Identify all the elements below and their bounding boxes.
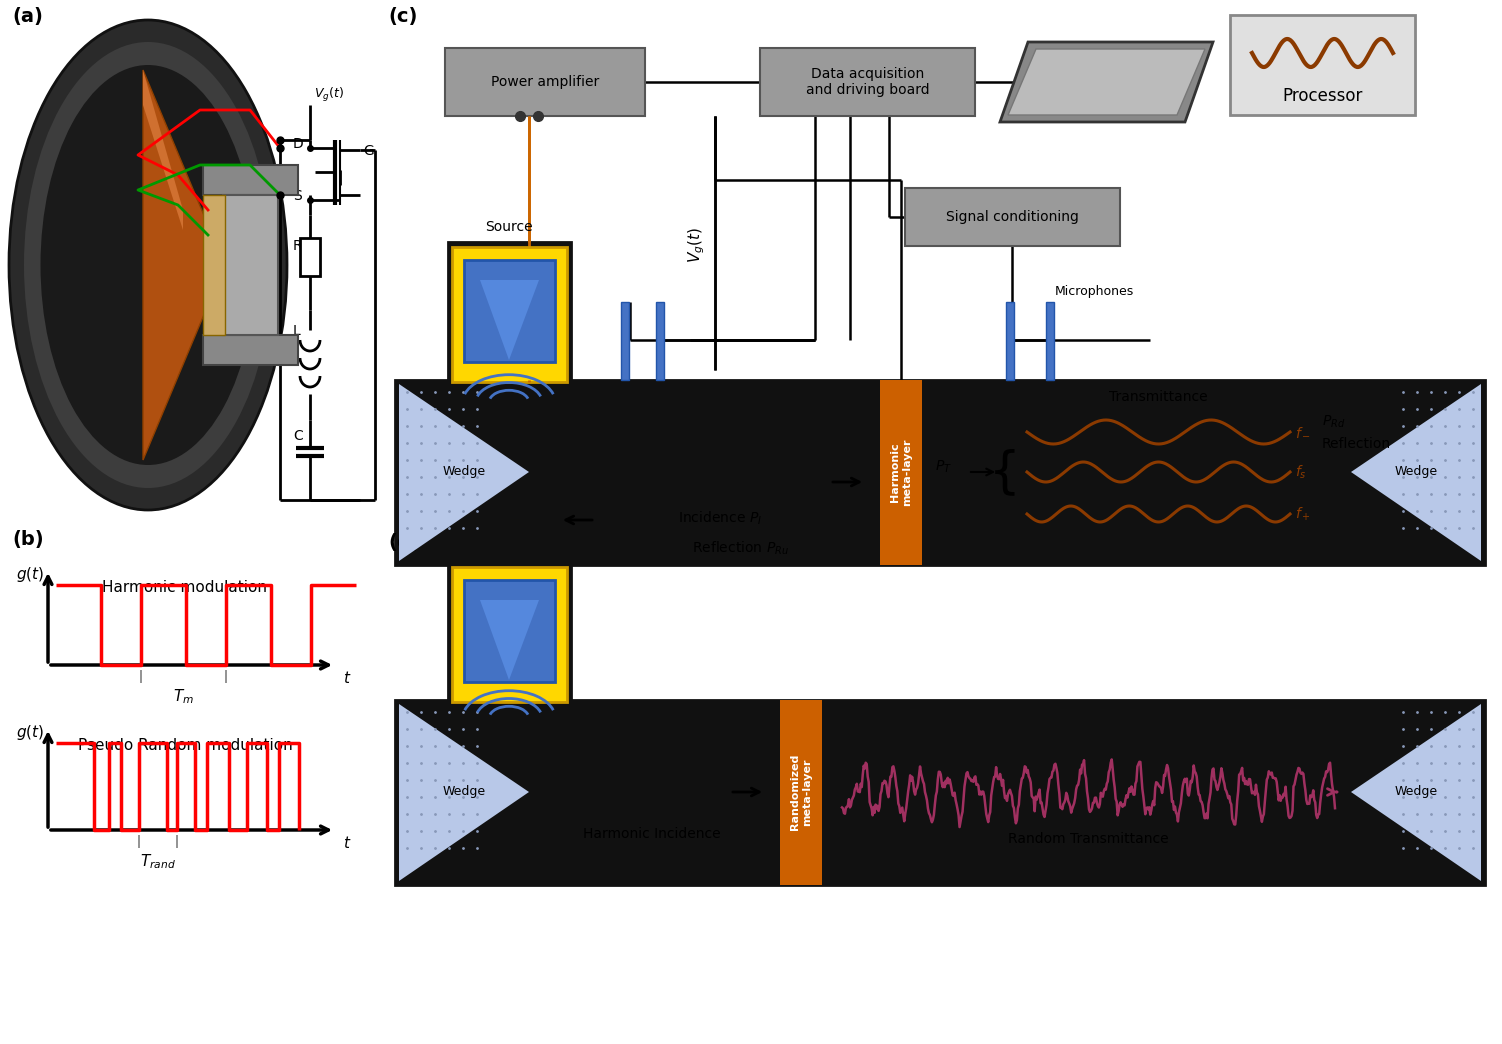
- Text: Harmonic modulation: Harmonic modulation: [102, 580, 267, 595]
- Text: Microphones: Microphones: [1054, 285, 1134, 298]
- Text: (b): (b): [12, 530, 44, 549]
- FancyBboxPatch shape: [222, 195, 278, 335]
- FancyBboxPatch shape: [464, 260, 556, 362]
- Text: Power amplifier: Power amplifier: [491, 75, 599, 89]
- FancyBboxPatch shape: [906, 188, 1120, 246]
- Text: (c): (c): [388, 7, 418, 26]
- Polygon shape: [1008, 49, 1205, 115]
- FancyBboxPatch shape: [203, 335, 297, 365]
- Text: $T_m$: $T_m$: [173, 687, 194, 706]
- Text: (d): (d): [388, 533, 419, 552]
- Text: S: S: [293, 189, 302, 203]
- Text: $t$: $t$: [342, 670, 351, 686]
- Text: (a): (a): [12, 7, 44, 26]
- FancyBboxPatch shape: [1006, 302, 1014, 380]
- Text: $V_g(t)$: $V_g(t)$: [314, 86, 344, 104]
- Text: Randomized
meta-layer: Randomized meta-layer: [790, 754, 811, 830]
- FancyBboxPatch shape: [445, 48, 644, 116]
- Polygon shape: [1350, 384, 1481, 561]
- Text: Wedge: Wedge: [443, 466, 485, 478]
- Text: $f_-$: $f_-$: [1295, 425, 1311, 438]
- Text: Signal conditioning: Signal conditioning: [946, 210, 1078, 224]
- Text: $T_{rand}$: $T_{rand}$: [140, 852, 176, 871]
- Text: Reflection $P_{Ru}$: Reflection $P_{Ru}$: [691, 540, 789, 557]
- FancyBboxPatch shape: [300, 238, 320, 276]
- Text: D: D: [293, 137, 303, 151]
- Ellipse shape: [9, 20, 287, 511]
- Text: $V_g(t)$: $V_g(t)$: [686, 227, 707, 263]
- Text: Harmonic
meta-layer: Harmonic meta-layer: [891, 438, 912, 505]
- Text: L: L: [293, 324, 300, 338]
- Polygon shape: [481, 280, 539, 360]
- FancyBboxPatch shape: [464, 580, 556, 682]
- FancyBboxPatch shape: [203, 165, 297, 195]
- Ellipse shape: [24, 42, 272, 488]
- Text: $g(t)$: $g(t)$: [17, 565, 44, 584]
- Text: $P_T$: $P_T$: [936, 458, 952, 475]
- Text: Transmittance: Transmittance: [1108, 390, 1208, 404]
- FancyBboxPatch shape: [448, 562, 571, 702]
- Polygon shape: [400, 704, 529, 881]
- FancyBboxPatch shape: [620, 302, 629, 380]
- FancyBboxPatch shape: [1045, 302, 1054, 380]
- Text: $P_{Rd}$: $P_{Rd}$: [1322, 413, 1346, 430]
- FancyBboxPatch shape: [880, 380, 922, 565]
- Polygon shape: [143, 70, 183, 230]
- Text: Pseudo Random modulation: Pseudo Random modulation: [78, 738, 293, 753]
- Text: $f_s$: $f_s$: [1295, 464, 1307, 480]
- FancyBboxPatch shape: [1230, 15, 1415, 115]
- Polygon shape: [1000, 42, 1214, 122]
- Text: $f_+$: $f_+$: [1295, 505, 1311, 523]
- Text: Harmonic Incidence: Harmonic Incidence: [583, 827, 721, 841]
- Text: Source: Source: [485, 220, 533, 234]
- FancyBboxPatch shape: [452, 247, 566, 382]
- Polygon shape: [143, 70, 207, 460]
- FancyBboxPatch shape: [452, 567, 566, 702]
- FancyBboxPatch shape: [656, 302, 664, 380]
- Polygon shape: [481, 600, 539, 680]
- Text: $t$: $t$: [342, 835, 351, 851]
- Text: $g(t)$: $g(t)$: [17, 723, 44, 742]
- FancyBboxPatch shape: [203, 195, 225, 335]
- Text: Incidence $P_I$: Incidence $P_I$: [677, 511, 762, 527]
- Text: G: G: [363, 144, 374, 158]
- FancyBboxPatch shape: [395, 699, 1485, 885]
- FancyBboxPatch shape: [760, 48, 975, 116]
- Ellipse shape: [41, 65, 255, 465]
- Text: Reflection: Reflection: [1322, 437, 1391, 451]
- Text: Wedge: Wedge: [443, 785, 485, 799]
- Text: Wedge: Wedge: [1394, 466, 1437, 478]
- FancyBboxPatch shape: [780, 699, 822, 885]
- Polygon shape: [1350, 704, 1481, 881]
- Text: Wedge: Wedge: [1394, 785, 1437, 799]
- Text: R: R: [293, 239, 302, 253]
- Polygon shape: [400, 384, 529, 561]
- Text: Data acquisition
and driving board: Data acquisition and driving board: [805, 67, 930, 97]
- Text: C: C: [293, 429, 303, 443]
- Text: Processor: Processor: [1283, 87, 1362, 105]
- FancyBboxPatch shape: [395, 380, 1485, 565]
- FancyBboxPatch shape: [448, 242, 571, 382]
- Text: Random Transmittance: Random Transmittance: [1008, 832, 1169, 846]
- Text: {: {: [990, 448, 1021, 496]
